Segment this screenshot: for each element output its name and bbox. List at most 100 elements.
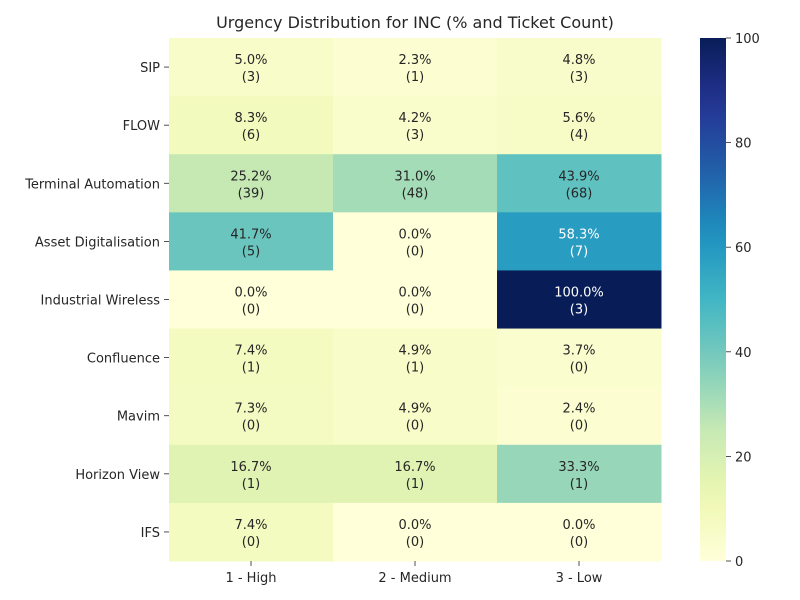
cell-percent-label: 7.4% — [234, 344, 267, 359]
y-tick-label: Horizon View — [75, 468, 160, 483]
cell-percent-label: 43.9% — [558, 169, 599, 184]
heatmap-cell — [169, 96, 334, 155]
cell-count-label: (1) — [406, 477, 424, 492]
colorbar-tick-label: 60 — [735, 241, 752, 256]
cell-count-label: (0) — [242, 535, 260, 550]
heatmap-cell — [497, 502, 662, 562]
heatmap-cell — [497, 154, 662, 213]
y-tick-label: SIP — [140, 61, 160, 76]
x-axis: 1 - High 2 - Medium 3 - Low — [225, 561, 603, 586]
cell-count-label: (0) — [570, 419, 588, 434]
cell-count-label: (3) — [570, 303, 588, 318]
heatmap-cell — [333, 328, 498, 388]
cell-percent-label: 3.7% — [562, 344, 595, 359]
heatmap-cell — [169, 386, 334, 446]
heatmap-cell — [497, 270, 662, 330]
cell-count-label: (68) — [566, 186, 593, 201]
cell-count-label: (6) — [242, 128, 260, 143]
heatmap-cell — [497, 328, 662, 388]
y-tick-label: Asset Digitalisation — [35, 235, 160, 250]
cell-count-label: (3) — [242, 70, 260, 85]
cell-percent-label: 100.0% — [554, 286, 604, 301]
colorbar-tick-label: 20 — [735, 450, 752, 465]
cell-count-label: (0) — [406, 244, 424, 259]
cell-count-label: (3) — [570, 70, 588, 85]
cell-count-label: (1) — [406, 361, 424, 376]
cell-count-label: (0) — [242, 419, 260, 434]
heatmap-cell — [497, 212, 662, 271]
cell-count-label: (4) — [570, 128, 588, 143]
heatmap-cell — [497, 96, 662, 155]
heatmap-cell — [333, 212, 498, 271]
cell-percent-label: 0.0% — [562, 518, 595, 533]
cell-percent-label: 7.4% — [234, 518, 267, 533]
y-axis: SIP FLOW Terminal Automation Asset Digitali… — [24, 61, 169, 541]
colorbar: 0 20 40 60 80 100 — [700, 32, 760, 570]
colorbar-tick-label: 80 — [735, 137, 752, 152]
y-tick-label: Confluence — [87, 352, 160, 367]
cell-percent-label: 58.3% — [558, 227, 599, 242]
y-tick-label: Mavim — [117, 410, 160, 425]
cell-percent-label: 2.3% — [398, 53, 431, 68]
cell-percent-label: 16.7% — [230, 460, 271, 475]
cell-count-label: (39) — [238, 186, 265, 201]
cell-percent-label: 4.9% — [398, 344, 431, 359]
heatmap-cell — [169, 444, 334, 504]
heatmap-cell — [497, 444, 662, 504]
colorbar-tick-label: 40 — [735, 346, 752, 361]
heatmap-cell — [333, 38, 498, 97]
x-tick-label: 2 - Medium — [378, 571, 451, 586]
cell-percent-label: 0.0% — [398, 518, 431, 533]
cell-percent-label: 7.3% — [234, 402, 267, 417]
chart-title: Urgency Distribution for INC (% and Tick… — [216, 13, 614, 32]
cell-count-label: (0) — [406, 419, 424, 434]
colorbar-gradient — [700, 38, 726, 561]
cell-count-label: (0) — [406, 303, 424, 318]
y-tick-label: IFS — [141, 526, 160, 541]
heatmap-cell — [169, 154, 334, 213]
cell-percent-label: 2.4% — [562, 402, 595, 417]
cell-percent-label: 4.8% — [562, 53, 595, 68]
colorbar-tick-label: 100 — [735, 32, 760, 47]
heatmap-cell — [333, 386, 498, 446]
heatmap-cell — [169, 328, 334, 388]
cell-percent-label: 41.7% — [230, 227, 271, 242]
x-tick-label: 3 - Low — [556, 571, 603, 586]
heatmap-cell — [333, 154, 498, 213]
heatmap-cell — [169, 212, 334, 271]
cell-count-label: (7) — [570, 244, 588, 259]
heatmap-cell — [333, 502, 498, 562]
cell-count-label: (1) — [570, 477, 588, 492]
x-tick-label: 1 - High — [225, 571, 276, 586]
heatmap-cell — [333, 444, 498, 504]
y-tick-label: Industrial Wireless — [41, 294, 161, 309]
cell-percent-label: 25.2% — [230, 169, 271, 184]
cell-count-label: (1) — [406, 70, 424, 85]
cell-count-label: (0) — [406, 535, 424, 550]
cell-percent-label: 0.0% — [398, 286, 431, 301]
cell-count-label: (3) — [406, 128, 424, 143]
heatmap-cell — [497, 386, 662, 446]
cell-count-label: (1) — [242, 361, 260, 376]
cell-percent-label: 5.0% — [234, 53, 267, 68]
cell-count-label: (0) — [242, 303, 260, 318]
heatmap-cell — [169, 38, 334, 97]
heatmap-cell — [169, 270, 334, 330]
cell-percent-label: 5.6% — [562, 111, 595, 126]
cell-count-label: (1) — [242, 477, 260, 492]
cell-percent-label: 8.3% — [234, 111, 267, 126]
cell-count-label: (5) — [242, 244, 260, 259]
heatmap-cells: 5.0% (3) 2.3% (1) 4.8% (3) 8.3% (6) 4.2% (3) 5.6% (… — [169, 38, 662, 562]
cell-percent-label: 4.2% — [398, 111, 431, 126]
cell-count-label: (0) — [570, 361, 588, 376]
y-tick-label: Terminal Automation — [24, 177, 160, 192]
heatmap-cell — [169, 502, 334, 562]
heatmap-cell — [497, 38, 662, 97]
cell-percent-label: 16.7% — [394, 460, 435, 475]
cell-count-label: (0) — [570, 535, 588, 550]
heatmap-cell — [333, 96, 498, 155]
cell-percent-label: 4.9% — [398, 402, 431, 417]
cell-percent-label: 31.0% — [394, 169, 435, 184]
cell-percent-label: 33.3% — [558, 460, 599, 475]
